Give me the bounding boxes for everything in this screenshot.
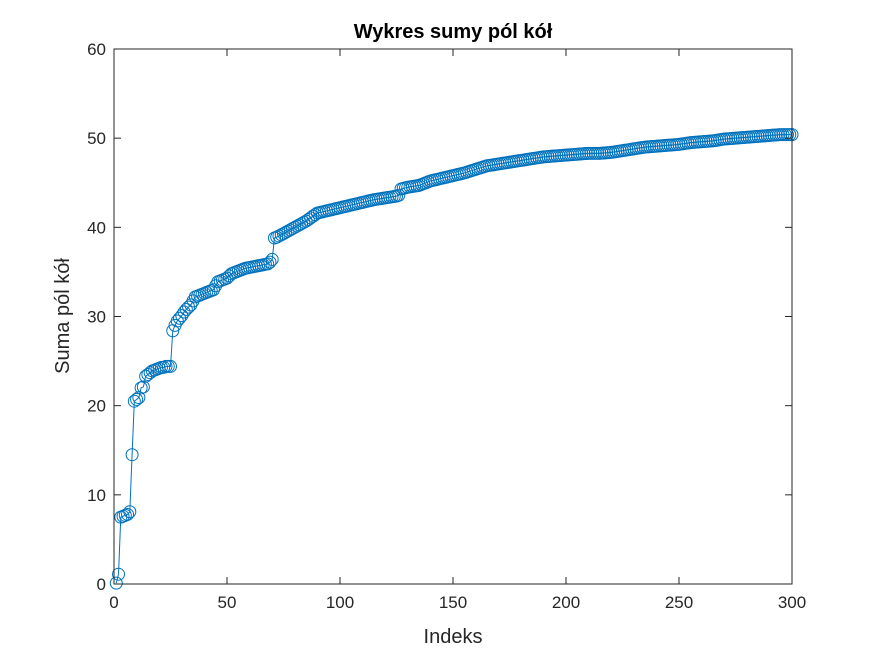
series-layer	[109, 128, 799, 590]
y-tick-label: 40	[87, 218, 106, 237]
data-point	[123, 505, 137, 519]
data-point	[306, 209, 320, 223]
x-tick-label: 100	[326, 593, 354, 612]
plot-area	[114, 49, 792, 584]
x-tick-label: 200	[552, 593, 580, 612]
data-point	[130, 392, 144, 406]
data-point	[265, 252, 279, 266]
data-point	[121, 507, 135, 521]
data-point	[299, 214, 313, 228]
x-tick-label: 300	[778, 593, 806, 612]
data-point	[220, 271, 234, 285]
data-point	[392, 188, 406, 202]
plot-background	[114, 49, 792, 584]
x-axis-label: Indeks	[424, 626, 483, 648]
data-point	[184, 298, 198, 312]
data-point	[164, 359, 177, 373]
y-tick-label: 60	[87, 40, 106, 59]
y-tick-label: 10	[87, 486, 106, 505]
data-point	[139, 369, 153, 383]
data-point	[136, 380, 150, 394]
data-point	[112, 567, 126, 581]
x-tick-label: 250	[665, 593, 693, 612]
data-point	[301, 212, 315, 226]
y-tick-label: 0	[97, 575, 106, 594]
data-point	[125, 448, 139, 462]
x-tick-label: 150	[439, 593, 467, 612]
data-point	[179, 302, 193, 316]
y-tick-label: 20	[87, 397, 106, 416]
data-point	[206, 283, 220, 297]
x-tick-label: 0	[109, 593, 118, 612]
data-point	[261, 257, 275, 271]
axes-layer: 0 50 100 150 200 250 300 0 10 20 30 40 50 60	[87, 40, 806, 612]
data-point	[109, 576, 123, 590]
data-point	[263, 255, 277, 269]
y-tick-label: 50	[87, 129, 106, 148]
y-tick-label: 30	[87, 308, 106, 327]
y-axis-label: Suma pól kół	[52, 258, 74, 374]
data-point	[132, 391, 146, 405]
chart-title: Wykres sumy pól kół	[354, 21, 553, 43]
x-tick-label: 50	[218, 593, 237, 612]
data-point	[177, 305, 191, 319]
data-point	[127, 394, 141, 408]
